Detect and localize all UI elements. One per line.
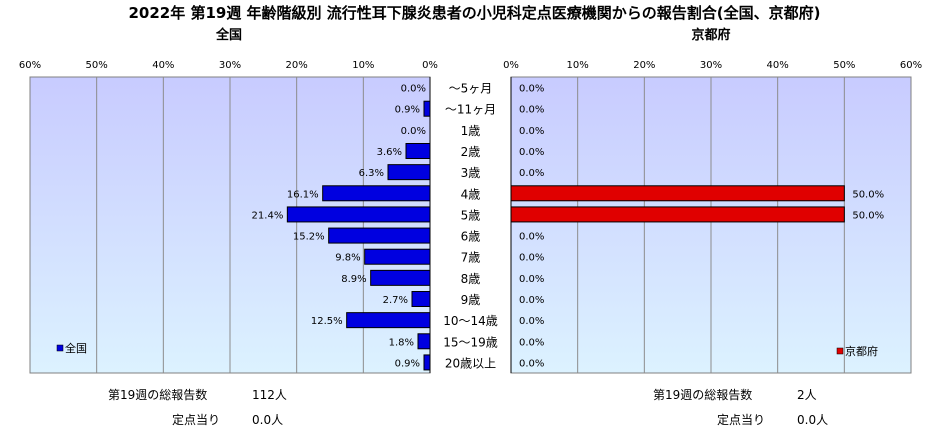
kyoto-data-label: 0.0% <box>519 147 544 158</box>
chart-title: 2022年 第19週 年齢階級別 流行性耳下腺炎患者の小児科定点医療機関からの報… <box>128 4 821 22</box>
national-bar <box>417 333 431 350</box>
kyoto-data-label: 0.0% <box>519 232 544 243</box>
national-legend-label: 全国 <box>65 341 87 355</box>
kyoto-data-label: 50.0% <box>852 189 884 200</box>
national-data-label: 6.3% <box>359 168 384 179</box>
age-category-label: 7歳 <box>461 251 481 265</box>
age-category-label: 6歳 <box>461 230 481 244</box>
age-category-label: 8歳 <box>461 272 481 286</box>
kyoto-legend-label: 京都府 <box>845 344 878 358</box>
national-data-label: 16.1% <box>287 189 319 200</box>
national-bar <box>370 269 431 286</box>
national-tick-label: 0% <box>422 60 438 71</box>
kyoto-data-label: 0.0% <box>519 168 544 179</box>
kyoto-tick-label: 20% <box>633 60 655 71</box>
kyoto-total-label: 第19週の総報告数 <box>653 388 753 402</box>
kyoto-data-label: 0.0% <box>519 358 544 369</box>
kyoto-tick-label: 10% <box>567 60 589 71</box>
national-data-label: 1.8% <box>389 337 414 348</box>
national-tick-label: 50% <box>86 60 108 71</box>
kyoto-per-site-value: 0.0人 <box>797 413 829 427</box>
age-category-label: 3歳 <box>461 166 481 180</box>
national-tick-label: 30% <box>219 60 241 71</box>
national-tick-label: 60% <box>19 60 41 71</box>
national-bar <box>364 248 431 265</box>
age-category-label: 4歳 <box>461 187 481 201</box>
age-category-label: 20歳以上 <box>445 356 496 370</box>
kyoto-panel-title: 京都府 <box>691 28 731 43</box>
kyoto-tick-label: 0% <box>503 60 519 71</box>
national-data-label: 2.7% <box>383 295 408 306</box>
kyoto-bar <box>510 206 845 223</box>
age-category-label: 5歳 <box>461 208 481 222</box>
national-data-label: 0.0% <box>401 84 426 95</box>
kyoto-data-label: 0.0% <box>519 126 544 137</box>
national-data-label: 0.9% <box>395 105 420 116</box>
age-category-label: 2歳 <box>461 145 481 159</box>
kyoto-legend-swatch <box>836 347 844 355</box>
kyoto-per-site-label: 定点当り <box>717 413 766 427</box>
kyoto-bar <box>510 185 845 202</box>
kyoto-data-label: 0.0% <box>519 295 544 306</box>
age-category-label: ～11ヶ月 <box>445 103 496 117</box>
national-total-value: 112人 <box>252 388 287 402</box>
national-bar <box>346 312 431 329</box>
national-bar <box>286 206 431 223</box>
national-bar <box>423 354 431 371</box>
national-bar <box>328 227 431 244</box>
kyoto-data-label: 0.0% <box>519 253 544 264</box>
kyoto-tick-label: 60% <box>900 60 922 71</box>
age-category-label: 15～19歳 <box>443 335 498 349</box>
national-data-label: 0.0% <box>401 126 426 137</box>
national-per-site-value: 0.0人 <box>252 413 284 427</box>
kyoto-data-label: 0.0% <box>519 337 544 348</box>
national-bar <box>423 100 431 117</box>
age-category-label: 10～14歳 <box>443 314 498 328</box>
national-bar <box>405 143 431 159</box>
age-category-label: 1歳 <box>461 124 481 138</box>
kyoto-data-label: 0.0% <box>519 274 544 285</box>
national-per-site-row: 定点当り 0.0人 <box>172 411 283 428</box>
national-bar <box>322 185 431 202</box>
kyoto-data-label: 50.0% <box>852 210 884 221</box>
national-data-label: 0.9% <box>395 358 420 369</box>
national-legend-swatch <box>56 344 64 352</box>
national-bar <box>387 164 431 181</box>
age-category-label: ～5ヶ月 <box>449 82 493 96</box>
national-data-label: 8.9% <box>341 274 366 285</box>
kyoto-per-site-row: 定点当り 0.0人 <box>717 411 828 428</box>
national-panel-title: 全国 <box>215 28 242 43</box>
kyoto-data-label: 0.0% <box>519 105 544 116</box>
kyoto-total-row: 第19週の総報告数 2人 <box>653 386 817 403</box>
age-category-label: 9歳 <box>461 293 481 307</box>
national-bar <box>411 291 431 307</box>
kyoto-tick-label: 30% <box>700 60 722 71</box>
national-data-label: 21.4% <box>252 210 284 221</box>
national-data-label: 12.5% <box>311 316 343 327</box>
kyoto-tick-label: 50% <box>833 60 855 71</box>
national-tick-label: 40% <box>152 60 174 71</box>
kyoto-tick-label: 40% <box>767 60 789 71</box>
kyoto-data-label: 0.0% <box>519 316 544 327</box>
national-data-label: 9.8% <box>335 253 360 264</box>
kyoto-total-value: 2人 <box>797 388 817 402</box>
national-tick-label: 20% <box>286 60 308 71</box>
kyoto-data-label: 0.0% <box>519 84 544 95</box>
national-data-label: 15.2% <box>293 232 325 243</box>
national-total-label: 第19週の総報告数 <box>108 388 208 402</box>
national-tick-label: 10% <box>352 60 374 71</box>
national-data-label: 3.6% <box>377 147 402 158</box>
national-per-site-label: 定点当り <box>172 413 221 427</box>
national-total-row: 第19週の総報告数 112人 <box>108 386 287 403</box>
